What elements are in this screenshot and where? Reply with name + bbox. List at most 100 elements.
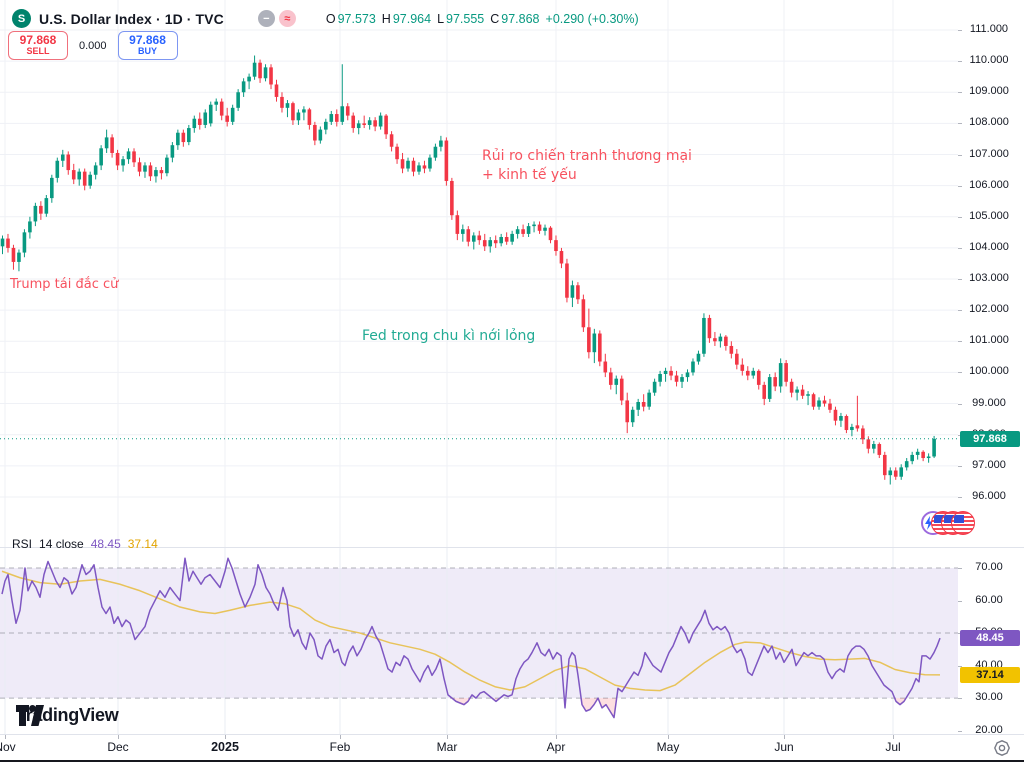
- candle-body: [822, 400, 827, 404]
- candle-body: [400, 159, 405, 169]
- tradingview-logo-icon: [16, 704, 44, 726]
- rsi-oversold-fill: [581, 698, 598, 712]
- rsi-indicator-header[interactable]: RSI 14 close 48.45 37.14: [12, 537, 158, 551]
- rsi-axis-tick: [958, 665, 962, 667]
- candle-body: [735, 353, 739, 365]
- time-axis-tick: [556, 735, 557, 739]
- candle-body: [784, 363, 788, 382]
- candle-body: [406, 160, 410, 169]
- candle-body: [915, 451, 920, 455]
- price-axis-tick: [958, 372, 962, 374]
- candle-body: [82, 171, 87, 186]
- candle-body: [932, 438, 936, 457]
- buy-button[interactable]: 97.868 BUY: [117, 31, 178, 60]
- candle-body: [471, 235, 476, 242]
- annotation-trade-war-risk[interactable]: Rủi ro chiến tranh thương mại + kinh tế …: [482, 147, 692, 185]
- symbol-header[interactable]: S U.S. Dollar Index · 1D · TVC − ≈ O 97.5…: [12, 9, 639, 28]
- annotation-fed-easing[interactable]: Fed trong chu kì nới lỏng: [362, 328, 536, 344]
- price-axis-tick: [958, 123, 962, 125]
- candle-body: [718, 336, 723, 342]
- wave-pill-icon[interactable]: ≈: [278, 10, 296, 27]
- rsi-pane-canvas[interactable]: [0, 548, 1024, 735]
- rsi-line: [1, 557, 941, 719]
- time-axis-tick: [784, 735, 785, 739]
- candle-body: [910, 454, 914, 462]
- symbol-title[interactable]: U.S. Dollar Index · 1D · TVC: [39, 10, 224, 27]
- price-axis-label: 107.000: [969, 147, 1009, 160]
- candle-body: [373, 120, 377, 127]
- candle-body: [559, 251, 564, 264]
- axis-divider: [0, 734, 1024, 735]
- candle-body: [872, 444, 876, 449]
- candle-body: [729, 345, 734, 354]
- candle-body: [296, 112, 301, 121]
- price-axis-tick: [958, 185, 962, 187]
- candle-body: [263, 67, 268, 79]
- rsi-value: 48.45: [90, 537, 121, 551]
- candle-body: [208, 104, 213, 124]
- candle-body: [740, 364, 745, 371]
- candle-body: [55, 160, 60, 178]
- rsi-oversold-fill: [894, 698, 906, 705]
- candle-body: [647, 392, 651, 407]
- sell-button[interactable]: 97.868 SELL: [8, 31, 68, 60]
- candle-body: [817, 400, 821, 407]
- candle-body: [88, 174, 92, 186]
- rsi-axis-tick: [958, 698, 962, 700]
- window-bottom-edge: [0, 760, 1024, 762]
- pane-divider[interactable]: [0, 547, 1024, 548]
- price-axis[interactable]: 111.000 110.000 109.000 108.000 107.000 106.0…: [958, 0, 1024, 548]
- candle-body: [510, 233, 514, 242]
- time-axis[interactable]: Nov Dec 2025 Feb Mar Apr May Jun Jul: [0, 735, 1024, 760]
- candle-body: [170, 145, 175, 158]
- rsi-axis-label: 20.00: [975, 723, 1003, 736]
- price-axis-label: 99.000: [972, 396, 1006, 409]
- candle-body: [861, 428, 865, 440]
- candle-body: [674, 375, 679, 382]
- time-axis-tick: [225, 735, 226, 739]
- candle-body: [767, 377, 772, 399]
- candle-body: [587, 327, 591, 353]
- candle-body: [521, 229, 525, 234]
- candle-body: [800, 389, 805, 396]
- candle-body: [625, 400, 630, 423]
- candle-body: [493, 240, 498, 244]
- candle-body: [121, 159, 125, 166]
- rsi-axis-label: 70.00: [975, 561, 1003, 573]
- minus-pill-icon[interactable]: −: [257, 10, 275, 27]
- rsi-name: RSI: [12, 537, 33, 551]
- price-axis-label: 108.000: [969, 116, 1009, 129]
- rsi-params: 14 close: [39, 537, 84, 551]
- candle-body: [252, 62, 257, 77]
- price-chart-canvas[interactable]: [0, 0, 1024, 548]
- candle-body: [680, 377, 684, 382]
- time-axis-label: Feb: [329, 740, 351, 754]
- candle-body: [778, 363, 783, 387]
- candle-body: [866, 439, 871, 449]
- candle-body: [482, 240, 487, 247]
- tradingview-logo[interactable]: TradingView: [16, 704, 119, 726]
- candle-body: [707, 317, 712, 339]
- price-axis-label: 101.000: [969, 334, 1009, 347]
- candle-body: [280, 96, 284, 108]
- candle-body: [696, 353, 701, 362]
- candle-body: [581, 299, 586, 328]
- candle-body: [713, 338, 717, 342]
- price-axis-label: 104.000: [969, 240, 1009, 253]
- rsi-axis-tick: [958, 600, 962, 602]
- candle-body: [197, 118, 202, 125]
- price-axis-label: 100.000: [969, 365, 1009, 378]
- time-axis-tick: [5, 735, 6, 739]
- candle-body: [444, 140, 449, 181]
- candle-body: [340, 106, 345, 122]
- price-axis-label: 109.000: [969, 85, 1009, 98]
- candle-body: [663, 370, 668, 374]
- annotation-trump[interactable]: Trump tái đắc cử: [10, 277, 119, 292]
- time-axis-label: 2025: [211, 740, 239, 754]
- us-flag-icon[interactable]: [951, 511, 975, 535]
- time-axis-label: May: [656, 740, 680, 754]
- price-axis-tick: [958, 92, 962, 94]
- candle-body: [334, 114, 339, 122]
- related-symbols-bubbles[interactable]: [921, 511, 975, 535]
